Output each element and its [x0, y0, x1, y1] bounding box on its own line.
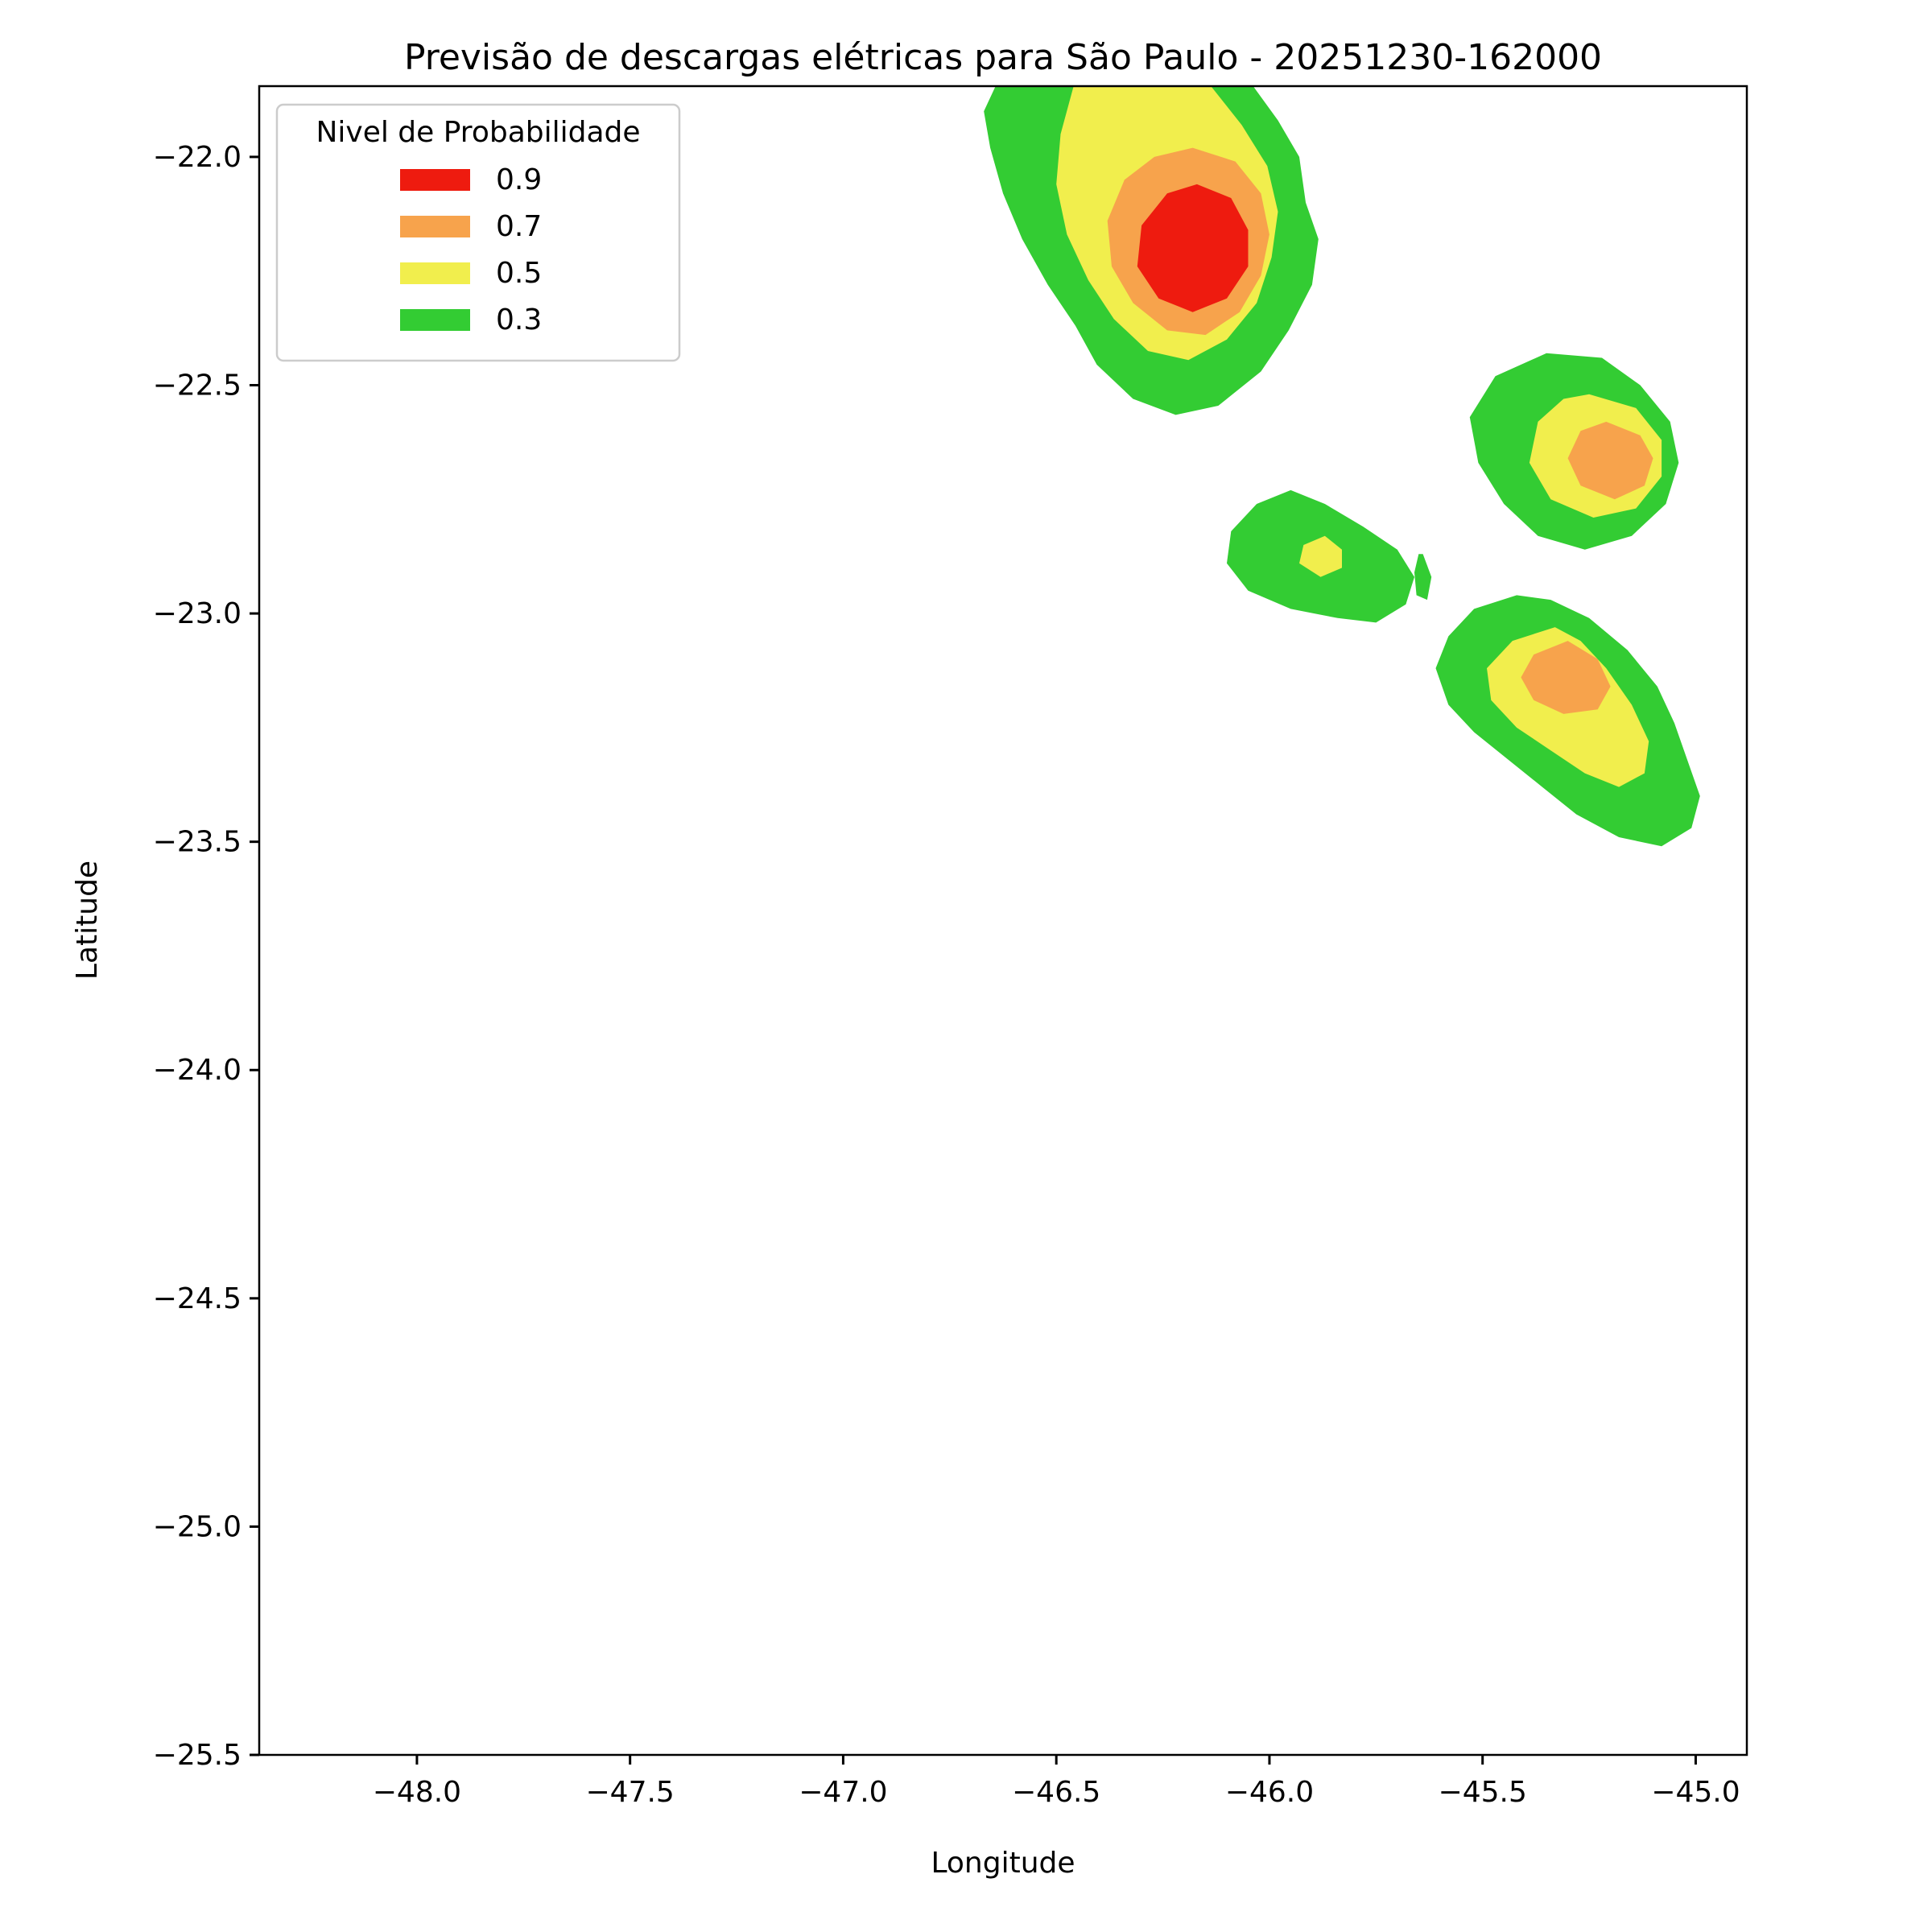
contour-region-central-cell-p50 [1299, 535, 1342, 577]
x-tick-label: −47.0 [799, 1776, 887, 1809]
y-tick-label: −23.0 [153, 597, 242, 630]
y-tick-label: −24.0 [153, 1054, 242, 1087]
contour-region-central-sliver-p30 [1414, 554, 1432, 601]
plot-area [259, 86, 1747, 1755]
legend-entry-label: 0.9 [496, 163, 542, 196]
contour-region-east-cell-p70 [1567, 421, 1653, 500]
legend-box [275, 103, 681, 362]
x-tick-label: −48.0 [373, 1776, 461, 1809]
y-tick-label: −22.5 [153, 369, 242, 402]
x-tick-label: −45.0 [1651, 1776, 1740, 1809]
x-axis-label: Longitude [931, 1847, 1075, 1880]
legend-swatch [400, 216, 470, 237]
contour-region-southeast-cell-p70 [1521, 641, 1611, 714]
legend-entry-label: 0.5 [496, 257, 542, 290]
y-tick-label: −23.5 [153, 826, 242, 859]
legend-title: Nivel de Probabilidade [316, 116, 640, 149]
y-axis-ticks: −22.0 −22.5 −23.0 −23.5 −24.0 −24.5 −25.0 −25.5 [153, 141, 259, 1772]
y-tick-label: −24.5 [153, 1282, 242, 1315]
legend-swatch [400, 262, 470, 284]
chart-title: Previsão de descargas elétricas para São… [404, 37, 1602, 78]
legend-entry-label: 0.7 [496, 210, 542, 243]
contour-regions [984, 86, 1700, 847]
y-tick-label: −25.0 [153, 1510, 242, 1543]
x-tick-label: −46.5 [1012, 1776, 1100, 1809]
legend: Nivel de Probabilidade 0.9 0.7 0.5 0.3 [275, 103, 681, 362]
contour-region-north-cell-p90 [1137, 184, 1249, 312]
x-axis-ticks: −48.0 −47.5 −47.0 −46.5 −46.0 −45.5 −45.0 [373, 1755, 1740, 1809]
plot-border [258, 85, 1748, 1757]
legend-entry-label: 0.3 [496, 303, 542, 336]
x-tick-label: −46.0 [1225, 1776, 1314, 1809]
legend-swatch [400, 309, 470, 331]
y-tick-label: −25.5 [153, 1739, 242, 1772]
legend-swatch [400, 169, 470, 191]
x-tick-label: −47.5 [586, 1776, 675, 1809]
y-axis-label: Latitude [71, 861, 104, 980]
legend-entries: 0.9 0.7 0.5 0.3 [400, 163, 542, 336]
y-tick-label: −22.0 [153, 141, 242, 174]
x-tick-label: −45.5 [1439, 1776, 1527, 1809]
